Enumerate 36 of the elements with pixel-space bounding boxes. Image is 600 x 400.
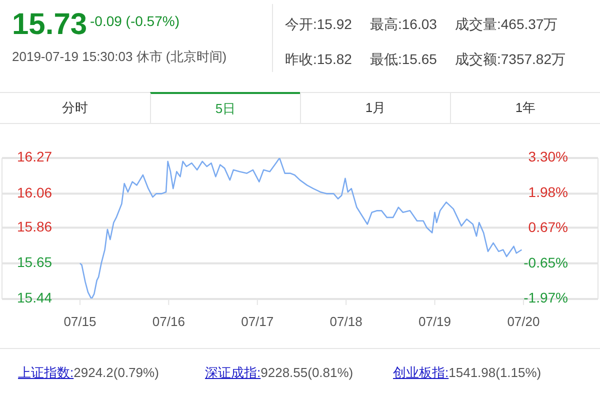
x-tick-label: 07/15 [64,314,96,330]
text: 15.73 [12,8,88,41]
text: 1月 [300,92,450,124]
y2-tick-label: 0.67% [528,219,568,236]
y-tick-label: 16.06 [17,184,52,200]
y-tick-label: 15.65 [17,254,52,270]
text: 最低:15.65 [370,51,437,68]
text: 2924.2(0.79%) [74,365,159,380]
x-tick-label: 07/18 [330,314,362,330]
line-series [79,158,522,299]
text: 成交额:7357.82万 [455,51,566,68]
text: 分时 [61,99,89,117]
text: 2019-07-19 15:30:03 休市 (北京时间) [12,49,227,64]
y-tick-label: 16.27 [17,148,52,165]
y-tick-label: 15.86 [17,218,52,234]
text: 成交量:465.37万 [455,16,558,32]
x-tick-label: 07/19 [418,314,452,330]
text: 9228.55(0.81%) [260,365,354,380]
x-tick-label: 07/16 [152,314,185,330]
x-tick-label: 07/17 [241,314,274,330]
text: 1541.98(1.15%) [448,365,542,380]
text: 上证指数: [18,365,74,380]
y2-tick-label: 1.98% [528,184,568,200]
y2-tick-label: -1.97% [524,290,568,306]
y2-tick-label: 3.30% [528,148,568,165]
text: 最高:16.03 [370,16,437,32]
y2-tick-label: -0.65% [524,254,568,270]
text: 1年 [450,92,600,124]
text: 深证成指: [205,365,261,380]
text: 今开:15.92 [285,16,352,32]
text: -0.09 (-0.57%) [90,13,180,30]
text: 昨收:15.82 [285,51,352,68]
text: 5日 [150,92,300,124]
text: 创业板指: [393,365,449,380]
y-tick-label: 15.44 [17,290,52,306]
x-tick-label: 07/20 [507,314,540,330]
